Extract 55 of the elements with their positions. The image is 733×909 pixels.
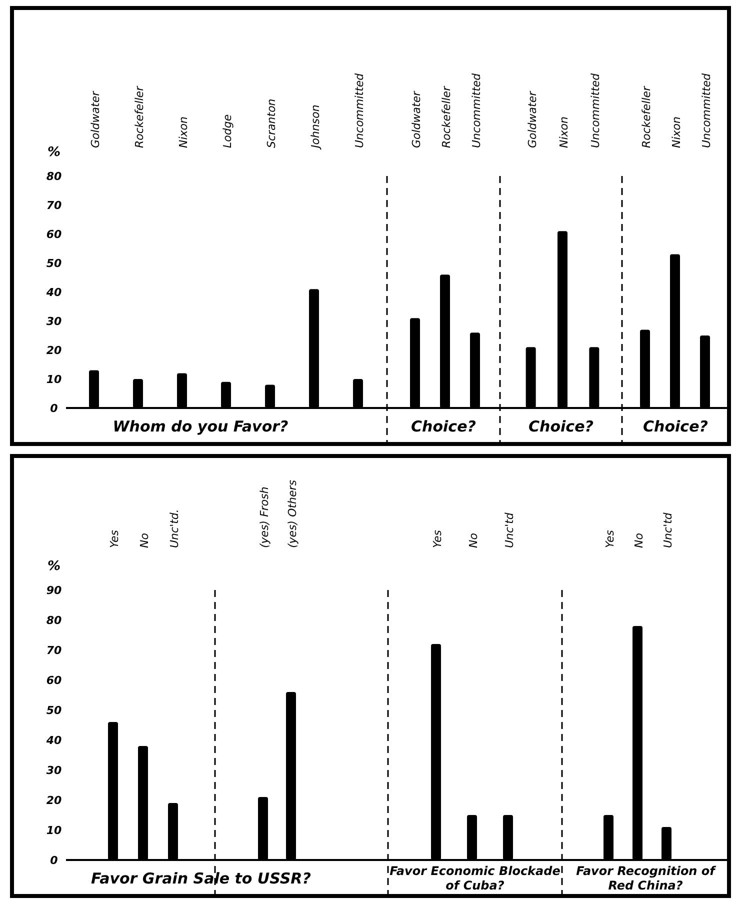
- x-tick-label: Uncommitted: [589, 72, 602, 148]
- x-tick-label: (yes) Others: [286, 480, 299, 548]
- x-tick-label: Rockefeller: [640, 84, 653, 148]
- y-tick-label: 60: [46, 228, 62, 241]
- text: Choice?: [528, 417, 594, 436]
- y-tick-label: 40: [45, 286, 62, 299]
- x-tick-label: Unc'td.: [168, 509, 181, 548]
- y-tick-label: 10: [46, 372, 62, 386]
- x-tick-label: Yes: [108, 530, 121, 548]
- text: Whom do you Favor?: [112, 417, 289, 436]
- x-tick-label: Rockefeller: [133, 84, 146, 148]
- text: Favor Recognition of Red China?: [576, 864, 717, 893]
- y-tick-label: 60: [46, 674, 62, 687]
- x-tick-label: Goldwater: [89, 90, 102, 148]
- text: Favor Economic Blockade of Cuba?: [390, 864, 560, 893]
- text: Choice?: [643, 417, 708, 436]
- y-axis-title: %: [47, 559, 61, 574]
- y-tick-label: 10: [46, 824, 62, 837]
- y-tick-label: 50: [46, 704, 62, 717]
- x-tick-label: Uncommitted: [470, 72, 483, 148]
- y-tick-label: 0: [50, 402, 58, 415]
- x-tick-label: Yes: [431, 530, 444, 548]
- y-axis-title: %: [47, 145, 61, 160]
- y-tick-label: 90: [46, 584, 62, 597]
- y-tick-label: 70: [46, 644, 62, 657]
- y-tick-label: 80: [46, 170, 62, 183]
- text: Choice?: [411, 417, 476, 436]
- y-tick-label: 70: [46, 198, 62, 212]
- y-tick-label: 0: [50, 854, 58, 867]
- y-tick-label: 20: [46, 344, 62, 357]
- x-tick-label: Unc'td: [662, 512, 674, 548]
- x-tick-label: Uncommitted: [700, 72, 713, 148]
- x-tick-label: No: [138, 532, 151, 548]
- y-tick-label: 30: [46, 764, 62, 777]
- x-tick-label: Goldwater: [526, 90, 539, 148]
- x-tick-label: Goldwater: [410, 90, 423, 148]
- x-tick-label: Nixon: [558, 116, 570, 148]
- text: Favor Grain Sale to USSR?: [91, 869, 312, 888]
- x-tick-label: Scranton: [265, 98, 278, 148]
- x-tick-label: Nixon: [177, 116, 190, 148]
- x-tick-label: No: [467, 532, 480, 548]
- y-tick-label: 20: [46, 794, 62, 807]
- y-tick-label: 80: [46, 614, 62, 627]
- x-tick-label: Unc'td: [503, 512, 516, 548]
- x-tick-label: No: [632, 532, 646, 548]
- x-tick-label: Rockefeller: [440, 84, 453, 148]
- x-tick-label: Nixon: [670, 116, 683, 148]
- y-tick-label: 30: [46, 314, 62, 328]
- y-tick-label: 50: [46, 256, 62, 270]
- x-tick-label: (yes) Frosh: [258, 486, 271, 548]
- x-tick-label: Lodge: [221, 114, 234, 148]
- x-tick-label: Johnson: [309, 104, 322, 150]
- y-tick-label: 40: [45, 734, 62, 747]
- x-tick-label: Uncommitted: [353, 72, 366, 148]
- x-tick-label: Yes: [604, 530, 616, 548]
